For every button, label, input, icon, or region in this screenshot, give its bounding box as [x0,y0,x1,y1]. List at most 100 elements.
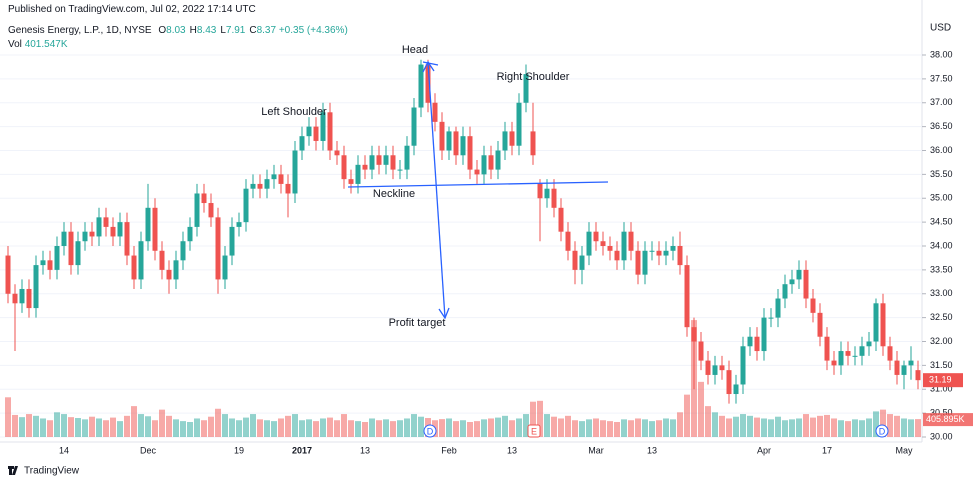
candle-body [789,279,795,285]
volume-bar [488,418,494,437]
volume-bar [103,420,109,437]
candle-body [341,155,347,180]
neckline [347,181,609,188]
candle-body [705,360,711,375]
candle-body [775,298,781,318]
volume-bar [187,422,193,437]
candle-body [866,341,872,347]
ohlc-value: 8.43 [196,25,217,36]
events: D E D [423,424,889,438]
candle-body [320,112,326,141]
x-tick-label: 14 [59,445,69,455]
volume-bar [670,419,676,437]
candle-body [425,64,431,103]
y-tick-label: 34.00 [930,240,953,250]
volume-bar [838,420,844,437]
candle-body [110,226,116,237]
candle-body [908,360,914,366]
candle-body [481,155,487,175]
candle-body [754,336,760,352]
y-tick-label: 34.50 [930,217,953,227]
volume-bar [684,394,690,437]
volume-bar [509,420,515,437]
candle-body [124,222,130,256]
volume-bar [117,421,123,437]
grid [0,54,922,438]
volume-bar [124,415,130,437]
volume-bar [523,414,529,437]
candle-body [488,155,494,170]
candle-body [243,188,249,223]
volume-bar [341,414,347,437]
volume-bar [404,418,410,437]
volume-bar [376,420,382,437]
volume-bar [768,419,774,437]
volume-bar [775,416,781,437]
volume-bar [712,412,718,437]
candle-body [348,179,354,184]
volume-bar [817,415,823,437]
volume-bar [299,420,305,437]
volume-bar [138,414,144,437]
candle-body [446,131,452,151]
volume-bar [572,420,578,437]
candle-body [26,288,32,309]
volume-bar [530,401,536,437]
candle-body [586,231,592,256]
x-tick-label: 17 [822,445,832,455]
event-label: D [879,426,886,436]
volume-bar [425,418,431,437]
x-tick-label: 2017 [292,445,312,455]
volume-bar [908,419,914,437]
volume-bar [222,414,228,437]
volume-bar [677,412,683,437]
volume-bar [208,416,214,437]
volume-legend: Vol 401.547K [8,39,68,50]
volume-bar [215,408,221,437]
volume-bar [159,409,165,437]
volume-bar [411,414,417,437]
ohlc-key: L [220,25,226,36]
volume-bar [726,418,732,437]
candle-body [117,222,123,237]
annotation: Profit target [389,317,446,329]
candle-body [40,260,46,266]
volume-bar [887,414,893,437]
volume-value: 401.547K [24,39,68,50]
candle-body [453,131,459,156]
candle-body [222,255,228,280]
y-tick-label: 31.50 [930,360,953,370]
symbol: Genesis Energy, L.P., 1D, NYSE [8,25,152,36]
volume-bar [460,420,466,437]
candle-body [796,269,802,280]
event-marker [527,424,541,438]
candle-body [614,250,620,261]
candle-body [719,365,725,371]
ohlc-key: O [158,25,167,36]
candle-body [166,269,172,280]
candle-body [187,226,193,242]
candle-body [901,365,907,375]
volume-bar [824,414,830,437]
candle-body [411,107,417,146]
last-price-tag [923,373,963,388]
candle-body [509,131,515,146]
x-tick-label: Feb [441,445,457,455]
volume-bar [593,418,599,437]
candle-body [824,336,830,361]
ohlc-key: C [249,25,257,36]
candle-body [502,131,508,151]
volume-bar [600,420,606,437]
volume-bar [19,417,25,437]
candle-body [362,164,368,170]
candle-body [880,303,886,347]
volume-bar [229,418,235,437]
volume-bar [166,415,172,437]
volume-bar [894,415,900,437]
volume-bar [446,418,452,437]
candle-body [691,327,697,342]
candle-body [404,145,410,170]
volume-bar [390,421,396,437]
candle-body [96,217,102,237]
candle-body [698,341,704,361]
